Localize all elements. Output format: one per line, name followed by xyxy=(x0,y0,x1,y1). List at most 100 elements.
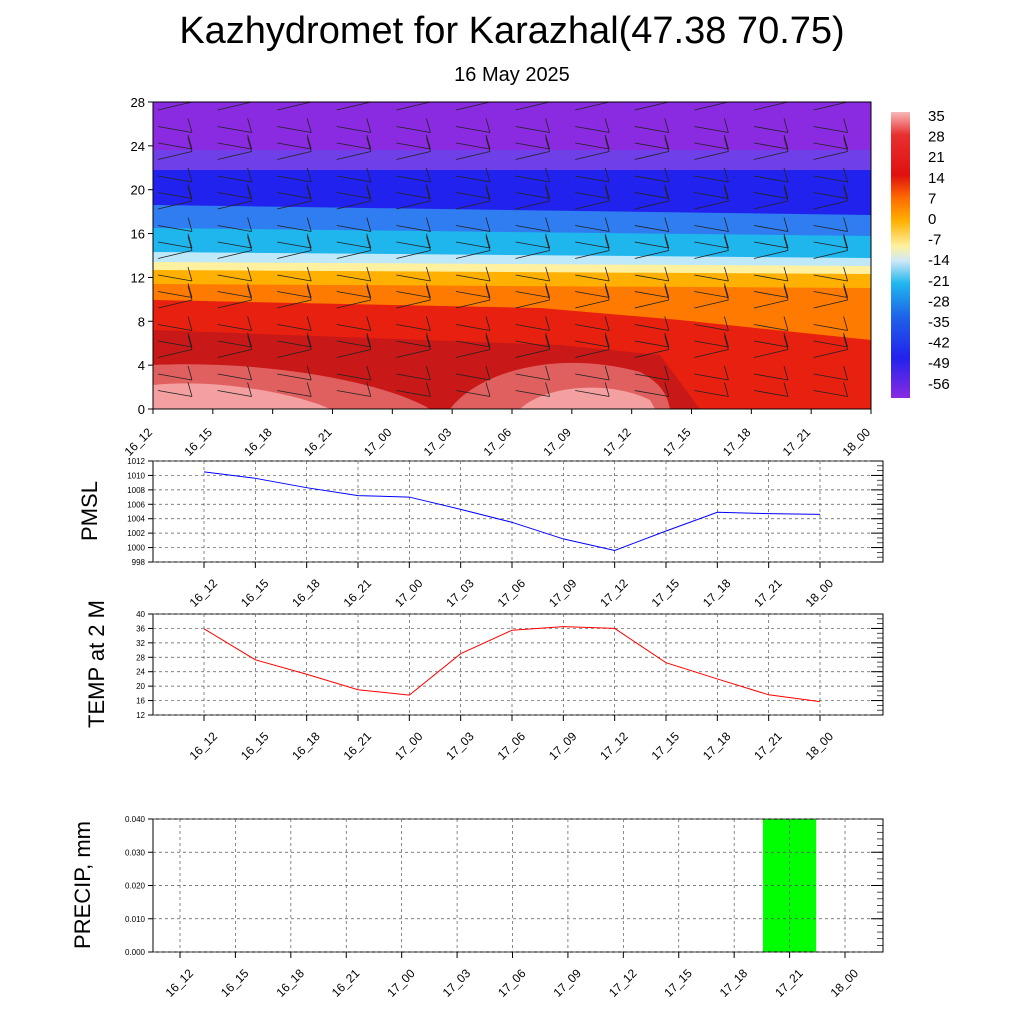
xtick-label: 16_21 xyxy=(341,729,375,763)
wind-barb-flag xyxy=(485,217,491,232)
wind-barb-shaft xyxy=(515,390,550,397)
xtick-label: 16_21 xyxy=(341,576,375,610)
xtick-label: 16_18 xyxy=(273,966,307,1000)
wind-barb-shaft xyxy=(694,274,729,282)
wind-barb-shaft xyxy=(813,102,848,111)
ytick-label: 0.000 xyxy=(125,948,146,957)
wind-barb-shaft xyxy=(217,102,252,111)
wind-barb-shaft xyxy=(277,299,312,309)
wind-barb-flag xyxy=(426,236,431,251)
wind-barb-flag xyxy=(426,186,431,202)
wind-barb-shaft xyxy=(575,250,610,259)
wind-barb-flag xyxy=(366,332,372,348)
wind-barb-flag xyxy=(545,134,550,150)
wind-barb-flag xyxy=(724,266,729,282)
wind-barb-flag xyxy=(247,167,252,183)
wind-barb-shaft xyxy=(694,373,729,381)
wind-barb-flag xyxy=(604,186,610,202)
wind-barb-shaft xyxy=(157,299,193,309)
xtick-label: 16_15 xyxy=(218,966,252,1000)
xtick-label: 17_00 xyxy=(384,966,418,1000)
wind-barb-flag xyxy=(545,316,550,331)
wind-barb-flag xyxy=(426,217,431,232)
wind-barb-flag xyxy=(724,233,729,249)
xtick-label: 17_21 xyxy=(772,966,806,1000)
wind-barb-flag xyxy=(191,102,192,103)
pmsl-axes: 998 1000 1002 1004 1006 1008 1010 1012 16_12 16_1… xyxy=(127,457,883,610)
wind-barb-flag xyxy=(545,236,550,251)
wind-barb-shaft xyxy=(634,241,669,249)
colorbar-label: -21 xyxy=(928,273,950,290)
wind-barb-shaft xyxy=(217,291,252,298)
xtick-label: 17_21 xyxy=(751,729,785,763)
wind-barb-flag xyxy=(247,233,252,249)
wind-barb-shaft xyxy=(455,373,491,381)
wind-barb-shaft xyxy=(277,142,312,150)
temp-ylabel: TEMP at 2 M xyxy=(84,600,109,728)
ytick-label: 16 xyxy=(131,227,145,242)
wind-barb-flag xyxy=(187,167,193,183)
wind-barb-shaft xyxy=(336,291,371,298)
wind-barb-flag xyxy=(247,285,252,301)
wind-barb-flag xyxy=(306,134,312,150)
wind-barb-flag xyxy=(247,365,252,381)
wind-barb-flag xyxy=(306,266,312,282)
wind-barb-shaft xyxy=(634,349,669,358)
ytick-label: 1006 xyxy=(127,500,145,509)
wind-barb-shaft xyxy=(396,225,431,232)
wind-barb-shaft xyxy=(753,192,789,199)
wind-barb-shaft xyxy=(515,102,550,111)
temp-grid xyxy=(153,613,883,716)
wind-barb-shaft xyxy=(575,200,610,210)
wind-barb-shaft xyxy=(753,373,789,381)
wind-barb-shaft xyxy=(336,126,371,133)
wind-barb-shaft xyxy=(515,324,550,331)
wind-barb-flag xyxy=(608,102,610,103)
wind-barb-shaft xyxy=(336,192,371,199)
wind-barb-flag xyxy=(426,167,431,183)
wind-barb-flag xyxy=(604,118,610,133)
wind-barb-flag xyxy=(664,332,670,348)
wind-barb-flag xyxy=(604,134,610,150)
wind-barb-flag xyxy=(843,134,848,150)
wind-barb-flag xyxy=(489,102,490,103)
wind-barb-shaft xyxy=(694,151,729,160)
wind-barb-shaft xyxy=(455,102,491,111)
wind-barb-flag xyxy=(366,236,372,251)
wind-barb-shaft xyxy=(336,200,371,210)
wind-barb-shaft xyxy=(396,175,431,183)
wind-barb-shaft xyxy=(634,151,669,160)
wind-barb-flag xyxy=(545,266,550,282)
wind-barb-shaft xyxy=(277,390,312,397)
chart-title: Kazhydromet for Karazhal(47.38 70.75) xyxy=(179,10,845,52)
wind-barb-flag xyxy=(426,118,431,133)
wind-barb-flag xyxy=(485,332,491,348)
wind-barb-flag xyxy=(783,118,789,133)
wind-barb-shaft xyxy=(813,324,848,331)
wind-barb-flag xyxy=(426,382,431,397)
wind-barb-shaft xyxy=(813,142,848,150)
wind-barb-flag xyxy=(366,137,372,152)
wind-barb-shaft xyxy=(396,291,431,298)
xtick-label: 17_06 xyxy=(495,966,529,1000)
xtick-label: 16_15 xyxy=(181,425,215,459)
wind-barb-flag xyxy=(426,332,431,348)
wind-barb-flag xyxy=(187,118,193,133)
wind-barb-flag xyxy=(306,186,312,202)
wind-barb-flag xyxy=(604,266,610,282)
wind-barb-flag xyxy=(724,382,729,397)
wind-barb-shaft xyxy=(515,299,550,309)
colorbar-label: -35 xyxy=(928,314,950,331)
xtick-label: 17_18 xyxy=(720,425,754,459)
wind-barb-flag xyxy=(783,233,789,249)
wind-barb-flag xyxy=(366,186,372,202)
wind-barb-flag xyxy=(485,186,491,202)
pmsl-panel: 998 1000 1002 1004 1006 1008 1010 1012 16_12 16_1… xyxy=(77,457,884,610)
temp-line xyxy=(203,626,821,703)
wind-barb-shaft xyxy=(277,340,312,348)
wind-barb-flag xyxy=(664,167,670,183)
wind-barb-flag xyxy=(187,186,193,202)
wind-barb-shaft xyxy=(157,126,193,133)
wind-barb-shaft xyxy=(515,241,550,249)
